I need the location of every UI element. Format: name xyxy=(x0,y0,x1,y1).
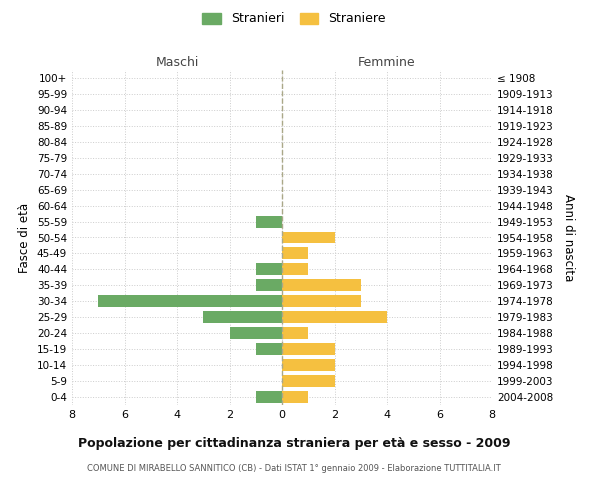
Text: Femmine: Femmine xyxy=(358,56,416,69)
Bar xyxy=(282,248,308,260)
Bar xyxy=(282,375,335,387)
Bar xyxy=(282,296,361,308)
Bar xyxy=(282,359,335,371)
Bar xyxy=(282,264,308,276)
Bar xyxy=(282,327,308,339)
Text: COMUNE DI MIRABELLO SANNITICO (CB) - Dati ISTAT 1° gennaio 2009 - Elaborazione T: COMUNE DI MIRABELLO SANNITICO (CB) - Dat… xyxy=(87,464,501,473)
Legend: Stranieri, Straniere: Stranieri, Straniere xyxy=(199,8,389,29)
Bar xyxy=(256,216,282,228)
Bar xyxy=(282,391,308,403)
Bar xyxy=(282,280,361,291)
Bar xyxy=(256,343,282,355)
Y-axis label: Anni di nascita: Anni di nascita xyxy=(562,194,575,281)
Bar xyxy=(256,280,282,291)
Bar xyxy=(256,391,282,403)
Bar xyxy=(229,327,282,339)
Bar xyxy=(282,232,335,243)
Text: Popolazione per cittadinanza straniera per età e sesso - 2009: Popolazione per cittadinanza straniera p… xyxy=(78,438,510,450)
Y-axis label: Fasce di età: Fasce di età xyxy=(19,202,31,272)
Bar xyxy=(282,343,335,355)
Bar xyxy=(282,312,387,323)
Bar xyxy=(203,312,282,323)
Text: Maschi: Maschi xyxy=(155,56,199,69)
Bar xyxy=(256,264,282,276)
Bar xyxy=(98,296,282,308)
